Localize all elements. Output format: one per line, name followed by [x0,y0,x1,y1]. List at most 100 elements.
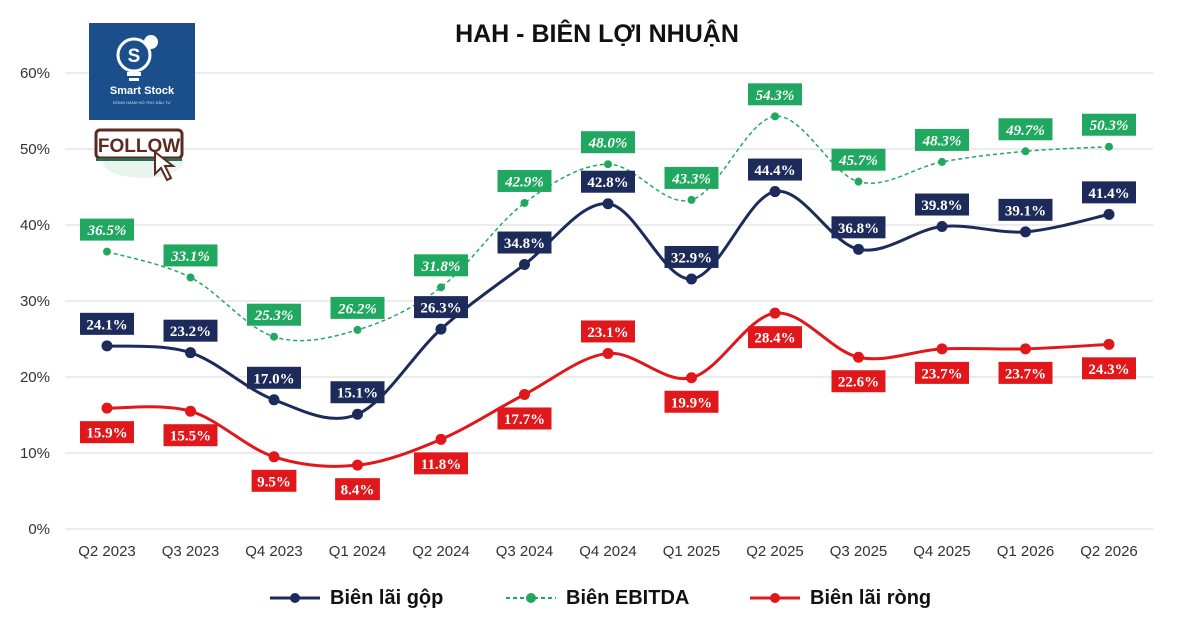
data-label-box [330,296,385,319]
point-net [268,451,280,463]
data-label-box [163,424,218,447]
cursor-icon [154,149,176,182]
point-ebitda [103,247,111,256]
data-label-box [748,83,802,106]
data-label-net: 17.7% [497,407,552,430]
legend-item-gross: Biên lãi gộp [270,583,443,613]
data-label-box [664,245,719,268]
point-ebitda [1105,142,1113,151]
data-label-box [748,326,802,349]
data-label-text: 54.3% [756,88,795,104]
data-label-gross: 24.1% [80,312,134,335]
data-label-net: 15.5% [163,424,218,447]
data-label-ebitda: 33.1% [163,244,218,267]
legend: Biên lãi gộp Biên EBITDA Biên lãi ròng [0,583,1194,613]
data-label-text: 17.7% [504,412,545,428]
data-label-text: 49.7% [1005,123,1045,139]
data-label-ebitda: 48.0% [581,131,635,154]
x-tick-label: Q3 2024 [496,543,554,560]
point-ebitda [854,177,863,186]
point-ebitda [604,160,612,169]
data-label-gross: 17.0% [247,366,301,389]
data-label-box [414,254,468,277]
point-net [519,388,530,400]
data-label-text: 32.9% [671,250,712,266]
data-label-box [581,131,635,154]
point-gross [352,408,363,420]
x-tick-label: Q3 2025 [830,543,888,560]
data-label-box [581,170,635,193]
point-net [352,459,363,471]
y-tick-label: 0% [28,521,50,538]
x-tick-label: Q4 2025 [913,543,971,560]
point-net [435,433,447,445]
data-label-box [831,216,886,239]
x-axis-ticks: Q2 2023 Q3 2023 Q4 2023 Q1 2024 Q2 2024 Q3 20… [78,543,1138,560]
data-label-text: 22.6% [838,375,879,391]
data-label-box [998,361,1053,384]
data-label-net: 23.7% [915,361,969,384]
data-label-box [163,244,218,267]
data-label-text: 15.1% [337,386,378,402]
point-gross [1103,208,1115,220]
data-label-text: 31.8% [421,259,461,275]
data-label-ebitda: 43.3% [664,166,719,189]
legend-swatch-net [750,593,800,603]
data-label-gross: 44.4% [748,158,802,181]
data-label-box [664,166,719,189]
data-label-box [80,218,134,241]
data-label-gross: 15.1% [330,381,385,404]
data-label-box [414,296,468,319]
data-label-net: 11.8% [414,452,468,475]
data-label-box [831,370,886,393]
logo-name: Smart Stock [109,85,175,97]
point-ebitda [1021,147,1030,156]
follow-badge[interactable]: FOLLOW [93,128,185,182]
data-label-box [80,421,134,444]
data-label-net: 22.6% [831,370,886,393]
data-label-ebitda: 45.7% [831,148,886,171]
data-label-box [335,478,380,501]
data-label-text: 11.8% [421,457,461,473]
legend-label-ebitda: Biên EBITDA [566,586,690,609]
data-label-text: 48.0% [588,136,628,152]
data-label-text: 39.8% [921,198,962,214]
data-label-box [915,361,969,384]
data-label-box [664,390,719,413]
svg-text:S: S [128,46,141,67]
data-label-text: 44.4% [754,163,795,179]
data-label-box [247,303,301,326]
data-label-text: 23.1% [587,325,628,341]
point-gross [686,273,697,285]
data-label-ebitda: 50.3% [1082,113,1136,136]
point-net [769,307,781,319]
point-ebitda [186,273,195,282]
data-label-box [998,118,1053,141]
point-gross [853,243,864,255]
point-net [1020,343,1031,355]
point-gross [519,259,530,271]
point-net [1103,338,1115,350]
data-label-text: 33.1% [170,249,210,265]
data-label-text: 9.5% [257,474,291,490]
data-label-net: 19.9% [664,390,719,413]
data-label-box [330,381,385,404]
data-label-text: 24.3% [1088,362,1129,378]
data-label-text: 36.5% [87,223,127,239]
y-tick-label: 40% [20,217,50,234]
smart-stock-logo: S Smart Stock ĐỒNG HÀNH HỖ TRỢ ĐẦU TƯ [89,23,195,120]
data-label-gross: 41.4% [1082,181,1136,204]
point-ebitda [437,283,445,292]
data-label-ebitda: 31.8% [414,254,468,277]
point-net [101,402,113,414]
data-label-ebitda: 26.2% [330,296,385,319]
data-label-text: 15.5% [170,429,211,445]
data-label-box [581,320,635,343]
data-label-text: 39.1% [1005,203,1046,219]
y-tick-label: 20% [20,369,50,386]
data-label-net: 8.4% [335,478,380,501]
data-label-box [497,169,552,192]
data-label-box [251,469,297,492]
data-label-text: 26.3% [420,301,461,317]
